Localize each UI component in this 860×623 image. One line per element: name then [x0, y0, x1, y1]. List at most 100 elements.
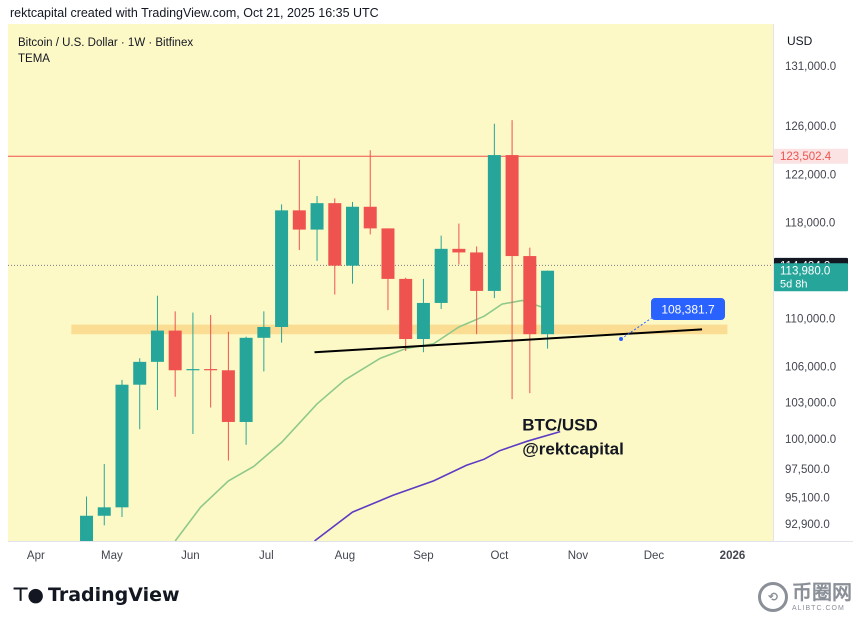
candle — [133, 358, 147, 430]
tema-green-line — [174, 299, 548, 541]
x-tick-label: 2026 — [720, 550, 746, 562]
callout-box — [651, 298, 726, 321]
candle-body — [523, 256, 537, 335]
callout-label: 108,381.7 — [661, 303, 715, 317]
candle-body — [292, 210, 306, 230]
candle — [434, 235, 448, 309]
candle-body — [80, 515, 94, 541]
x-tick-label: Sep — [413, 550, 433, 562]
candle — [168, 311, 182, 397]
legend-indicator: TEMA — [18, 53, 50, 65]
legend-symbol: Bitcoin / U.S. Dollar · 1W · Bitfinex — [18, 37, 193, 49]
candle — [275, 204, 289, 343]
candle — [80, 496, 94, 541]
x-tick-label: Jul — [259, 550, 274, 562]
candle — [487, 123, 501, 299]
candle-body — [434, 248, 448, 303]
y-tick-label: 122,000.0 — [785, 169, 836, 181]
candle — [452, 223, 466, 265]
annotation-line-1: BTC/USD — [522, 415, 598, 434]
currency-label: USD — [787, 34, 813, 48]
y-tick-label: 92,900.0 — [785, 519, 830, 531]
candle — [97, 464, 111, 526]
candle — [346, 201, 360, 284]
candle-body — [221, 370, 235, 422]
plot-layer: 108,381.7 BTC/USD @rektcapital — [8, 120, 773, 541]
tema-purple-line — [314, 430, 561, 541]
price-label: 113,980.05d 8h — [774, 263, 848, 292]
x-tick-label: Jun — [181, 550, 200, 562]
candle — [328, 198, 342, 295]
price-label-bg — [774, 263, 848, 292]
y-tick-label: 131,000.0 — [785, 61, 836, 73]
candle-body — [168, 330, 182, 371]
candle — [221, 331, 235, 461]
time-axis-background — [8, 541, 853, 569]
candle — [186, 312, 200, 434]
candle-body — [186, 369, 200, 371]
x-tick-label: Aug — [335, 550, 355, 562]
candle-body — [470, 252, 484, 291]
x-tick-label: Dec — [644, 550, 665, 562]
watermark-name: 币圈网 — [792, 581, 852, 604]
candle-body — [416, 302, 430, 340]
candle-body — [310, 203, 324, 230]
watermark-coin-icon: ⟲ — [758, 582, 788, 612]
y-tick-label: 97,500.0 — [785, 464, 830, 476]
candle-body — [150, 330, 164, 362]
callout-leader — [620, 316, 654, 340]
trendline — [314, 328, 703, 354]
candle — [541, 270, 555, 349]
tradingview-brand: TradingView — [47, 584, 180, 606]
candle — [310, 195, 324, 261]
candle — [363, 150, 377, 235]
candle — [204, 314, 218, 408]
price-label-text: 123,502.4 — [780, 151, 832, 163]
tradingview-logo: ⊤● TradingView — [12, 584, 180, 606]
candle — [239, 336, 253, 445]
candle-body — [381, 228, 395, 279]
candle-body — [204, 369, 218, 371]
candle — [257, 311, 271, 372]
tradingview-mark-icon: ⊤● — [12, 584, 44, 606]
price-label-bg — [774, 148, 848, 164]
x-tick-label: Nov — [568, 550, 589, 562]
plot-background — [8, 24, 773, 541]
price-label-text: 113,980.0 — [780, 266, 830, 278]
candle-body — [541, 270, 555, 335]
candle-body — [399, 278, 413, 340]
candle — [470, 246, 484, 335]
candle-body — [275, 210, 289, 327]
price-chart[interactable]: 108,381.7 BTC/USD @rektcapital Bitcoin / U.… — [8, 24, 853, 569]
annotation-line-2: @rektcapital — [522, 439, 624, 458]
x-tick-label: Apr — [27, 550, 45, 562]
candle-body — [133, 361, 147, 385]
candle — [505, 120, 519, 400]
candle-body — [452, 248, 466, 253]
candle-body — [505, 155, 519, 257]
candle-body — [328, 203, 342, 266]
x-tick-label: May — [101, 550, 123, 562]
watermark-sub: ALIBTC.COM — [792, 604, 845, 612]
price-label-subtext: 5d 8h — [780, 279, 808, 291]
candle — [150, 295, 164, 410]
y-tick-label: 95,100.0 — [785, 493, 830, 505]
candle-body — [239, 337, 253, 422]
chart-header: rektcapital created with TradingView.com… — [10, 6, 379, 20]
candle — [115, 379, 129, 517]
candle — [292, 159, 306, 251]
candle — [381, 228, 395, 311]
candle-body — [115, 384, 129, 508]
y-tick-label: 106,000.0 — [785, 362, 836, 374]
candle-body — [97, 507, 111, 516]
candle-body — [346, 206, 360, 266]
price-label: 123,502.4 — [774, 148, 848, 164]
x-tick-label: Oct — [490, 550, 509, 562]
candle — [416, 278, 430, 353]
chart-area[interactable]: 108,381.7 BTC/USD @rektcapital Bitcoin / U.… — [8, 24, 853, 569]
candle — [399, 277, 413, 352]
y-tick-label: 126,000.0 — [785, 121, 836, 133]
y-tick-label: 110,000.0 — [785, 314, 835, 326]
y-tick-label: 118,000.0 — [785, 217, 835, 229]
watermark: ⟲ 币圈网 ALIBTC.COM — [758, 582, 852, 612]
